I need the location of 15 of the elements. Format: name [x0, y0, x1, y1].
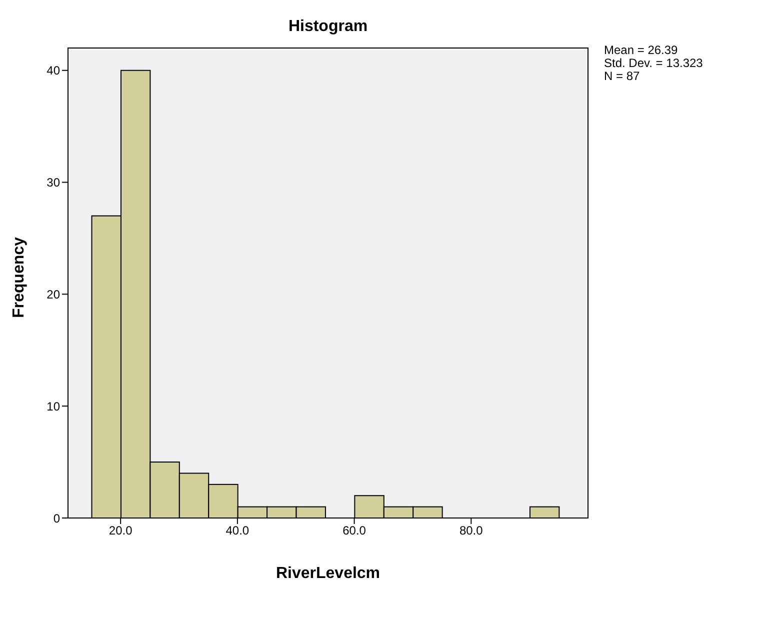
x-tick-label: 60.0	[342, 524, 366, 538]
y-tick-label: 0	[53, 511, 60, 526]
text: N = 87	[604, 69, 641, 83]
y-tick-label: 10	[46, 399, 60, 414]
y-tick-label: 20	[46, 287, 60, 302]
x-tick-label: 40.0	[226, 524, 250, 538]
x-tick-label: 20.0	[108, 524, 133, 538]
y-tick-label: 40	[46, 64, 60, 78]
text: Mean = 26.39	[604, 43, 679, 57]
chart-title: Histogram	[287, 18, 369, 36]
y-axis-title: Frequency	[10, 236, 28, 318]
x-axis-title: RiverLevelcm	[276, 565, 380, 582]
y-tick-label: 30	[46, 176, 60, 190]
text: Std. Dev. = 13.323	[604, 56, 703, 70]
x-tick-label: 80.0	[459, 524, 484, 538]
